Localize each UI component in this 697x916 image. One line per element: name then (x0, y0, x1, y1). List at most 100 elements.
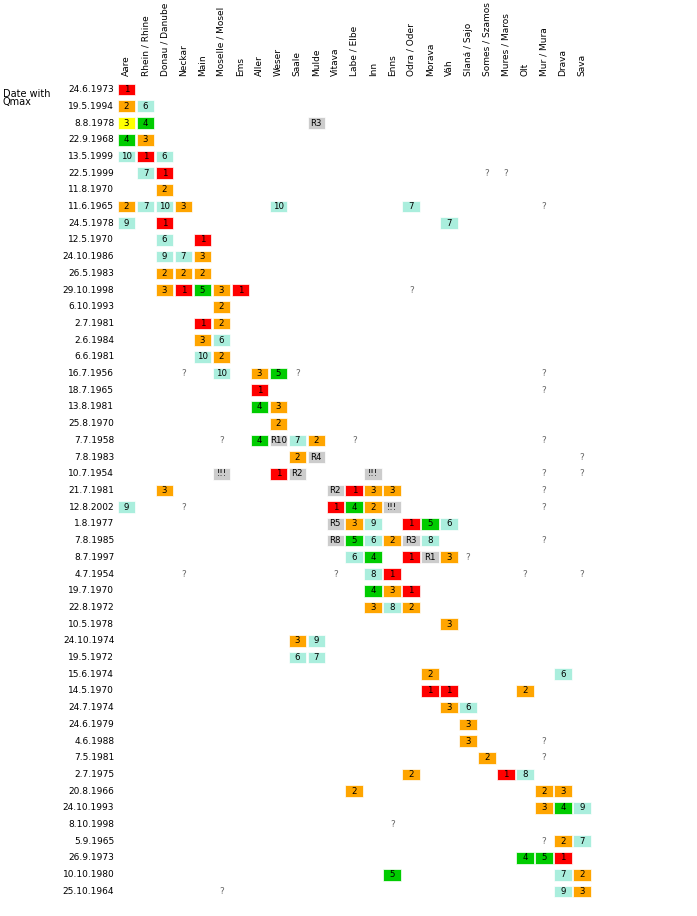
Text: 1: 1 (181, 286, 186, 295)
Text: 10: 10 (273, 202, 284, 211)
Text: 4: 4 (351, 503, 357, 512)
Text: 19.5.1972: 19.5.1972 (68, 653, 114, 662)
Text: 12.8.2002: 12.8.2002 (69, 503, 114, 512)
FancyBboxPatch shape (137, 150, 154, 162)
FancyBboxPatch shape (175, 267, 192, 279)
Text: 15.6.1974: 15.6.1974 (68, 670, 114, 679)
FancyBboxPatch shape (365, 568, 382, 580)
Text: ?: ? (542, 469, 546, 478)
FancyBboxPatch shape (194, 251, 211, 263)
Text: 1: 1 (351, 486, 357, 495)
Text: 1: 1 (256, 386, 262, 395)
FancyBboxPatch shape (402, 602, 420, 614)
Text: 1: 1 (408, 519, 414, 529)
Text: Somes / Szamos: Somes / Szamos (482, 2, 491, 76)
FancyBboxPatch shape (554, 669, 572, 680)
Text: 3: 3 (466, 736, 471, 746)
Text: Date with: Date with (3, 90, 50, 100)
FancyBboxPatch shape (175, 201, 192, 213)
Text: 4: 4 (371, 553, 376, 562)
FancyBboxPatch shape (289, 452, 306, 463)
FancyBboxPatch shape (118, 150, 135, 162)
FancyBboxPatch shape (137, 201, 154, 213)
FancyBboxPatch shape (231, 284, 250, 296)
Text: Labe / Elbe: Labe / Elbe (350, 26, 359, 76)
Text: 6.10.1993: 6.10.1993 (68, 302, 114, 311)
Text: 3: 3 (446, 703, 452, 712)
FancyBboxPatch shape (383, 602, 401, 614)
Text: 6: 6 (351, 553, 357, 562)
Text: 2: 2 (408, 603, 414, 612)
FancyBboxPatch shape (402, 201, 420, 213)
Text: Donau / Danube: Donau / Danube (160, 3, 169, 76)
Text: 5: 5 (542, 854, 546, 863)
Text: 1: 1 (427, 686, 433, 695)
FancyBboxPatch shape (516, 852, 534, 864)
FancyBboxPatch shape (326, 535, 344, 547)
Text: Main: Main (198, 54, 207, 76)
Text: 7: 7 (143, 169, 148, 178)
Text: 7: 7 (408, 202, 414, 211)
Text: 2: 2 (427, 670, 433, 679)
Text: 7: 7 (579, 837, 585, 845)
Text: 2: 2 (484, 753, 490, 762)
FancyBboxPatch shape (383, 585, 401, 596)
FancyBboxPatch shape (554, 785, 572, 797)
Text: Enns: Enns (388, 54, 397, 76)
Text: 1: 1 (238, 286, 243, 295)
FancyBboxPatch shape (478, 752, 496, 764)
FancyBboxPatch shape (402, 518, 420, 529)
Text: 7.8.1985: 7.8.1985 (74, 536, 114, 545)
Text: ?: ? (542, 436, 546, 445)
FancyBboxPatch shape (535, 852, 553, 864)
Text: Aare: Aare (122, 55, 131, 76)
Text: 1: 1 (408, 586, 414, 595)
FancyBboxPatch shape (573, 835, 591, 847)
FancyBboxPatch shape (270, 418, 287, 430)
Text: 2: 2 (200, 269, 205, 278)
Text: 10: 10 (197, 353, 208, 362)
Text: ?: ? (542, 536, 546, 545)
Text: 10.10.1980: 10.10.1980 (63, 870, 114, 879)
Text: 24.10.1986: 24.10.1986 (63, 252, 114, 261)
Text: 7.8.1983: 7.8.1983 (74, 453, 114, 462)
Text: 6: 6 (162, 235, 167, 245)
Text: 1: 1 (162, 169, 167, 178)
FancyBboxPatch shape (270, 401, 287, 413)
Text: ?: ? (352, 436, 357, 445)
FancyBboxPatch shape (137, 101, 154, 112)
Text: 2: 2 (181, 269, 186, 278)
Text: 2: 2 (219, 302, 224, 311)
FancyBboxPatch shape (289, 651, 306, 663)
Text: 26.5.1983: 26.5.1983 (68, 269, 114, 278)
Text: 1: 1 (200, 235, 205, 245)
Text: 2: 2 (314, 436, 319, 445)
Text: 10.7.1954: 10.7.1954 (68, 469, 114, 478)
Text: ?: ? (219, 887, 224, 896)
FancyBboxPatch shape (365, 468, 382, 480)
Text: R4: R4 (311, 453, 322, 462)
Text: Olt: Olt (521, 63, 530, 76)
FancyBboxPatch shape (326, 518, 344, 529)
Text: 5: 5 (275, 369, 281, 378)
FancyBboxPatch shape (422, 535, 439, 547)
Text: R1: R1 (424, 553, 436, 562)
FancyBboxPatch shape (213, 367, 230, 379)
Text: 8: 8 (371, 570, 376, 579)
Text: 3: 3 (124, 118, 130, 127)
FancyBboxPatch shape (554, 886, 572, 898)
FancyBboxPatch shape (554, 835, 572, 847)
FancyBboxPatch shape (402, 769, 420, 780)
Text: 2: 2 (124, 202, 130, 211)
FancyBboxPatch shape (365, 551, 382, 563)
Text: 2.6.1984: 2.6.1984 (75, 335, 114, 344)
Text: 6: 6 (143, 102, 148, 111)
Text: 7: 7 (143, 202, 148, 211)
Text: 4: 4 (124, 136, 130, 144)
Text: Saale: Saale (293, 51, 302, 76)
FancyBboxPatch shape (270, 434, 287, 446)
Text: ?: ? (409, 286, 413, 295)
Text: 6: 6 (446, 519, 452, 529)
FancyBboxPatch shape (270, 468, 287, 480)
FancyBboxPatch shape (535, 785, 553, 797)
